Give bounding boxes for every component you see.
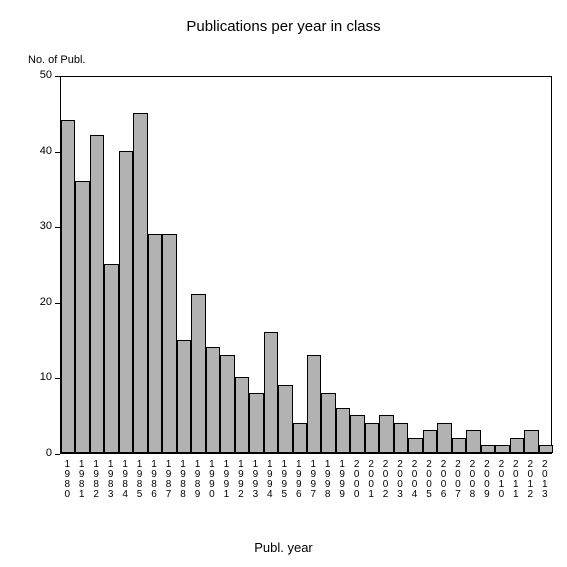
y-tick-label: 10 — [30, 371, 52, 383]
bar — [365, 423, 379, 453]
bar — [119, 151, 133, 453]
y-tick — [55, 227, 60, 228]
x-tick-label: 2007 — [451, 460, 465, 500]
bar — [133, 113, 147, 453]
x-tick-label: 1994 — [263, 460, 277, 500]
bar — [104, 264, 118, 453]
x-tick-label: 1997 — [306, 460, 320, 500]
bar — [466, 430, 480, 453]
y-tick-label: 50 — [30, 69, 52, 81]
x-tick-label: 2005 — [422, 460, 436, 500]
bar — [90, 135, 104, 453]
x-tick-label: 1999 — [335, 460, 349, 500]
chart-container: Publications per year in class No. of Pu… — [0, 0, 567, 567]
y-tick-label: 0 — [30, 447, 52, 459]
bar — [220, 355, 234, 453]
x-tick-label: 1993 — [248, 460, 262, 500]
bar — [177, 340, 191, 453]
x-tick-label: 1987 — [161, 460, 175, 500]
y-tick — [55, 454, 60, 455]
bar — [481, 445, 495, 453]
x-tick-label: 2010 — [494, 460, 508, 500]
bar — [321, 393, 335, 453]
bar — [539, 445, 553, 453]
y-tick-label: 20 — [30, 296, 52, 308]
bar — [293, 423, 307, 453]
bar — [379, 415, 393, 453]
x-tick-label: 1988 — [176, 460, 190, 500]
bar — [336, 408, 350, 453]
bar — [278, 385, 292, 453]
y-tick-label: 40 — [30, 145, 52, 157]
bar — [307, 355, 321, 453]
y-tick — [55, 152, 60, 153]
y-tick — [55, 303, 60, 304]
bar — [162, 234, 176, 453]
y-tick — [55, 76, 60, 77]
x-tick-label: 1983 — [103, 460, 117, 500]
x-tick-label: 1981 — [74, 460, 88, 500]
bar — [423, 430, 437, 453]
plot-area — [60, 76, 552, 454]
y-axis-title: No. of Publ. — [28, 54, 85, 66]
x-tick-label: 2004 — [407, 460, 421, 500]
bar — [264, 332, 278, 453]
x-tick-label: 1990 — [205, 460, 219, 500]
x-tick-label: 1980 — [60, 460, 74, 500]
x-tick-label: 1992 — [234, 460, 248, 500]
bar — [148, 234, 162, 453]
x-tick-label: 2006 — [436, 460, 450, 500]
bar — [249, 393, 263, 453]
bar — [394, 423, 408, 453]
x-tick-label: 1986 — [147, 460, 161, 500]
x-tick-label: 1995 — [277, 460, 291, 500]
x-tick-label: 2009 — [480, 460, 494, 500]
x-tick-label: 2001 — [364, 460, 378, 500]
x-tick-label: 1996 — [292, 460, 306, 500]
x-axis-title: Publ. year — [0, 540, 567, 555]
x-tick-label: 1982 — [89, 460, 103, 500]
bar — [75, 181, 89, 453]
bar — [495, 445, 509, 453]
bar — [437, 423, 451, 453]
x-tick-label: 1985 — [132, 460, 146, 500]
bar — [235, 377, 249, 453]
x-tick-label: 2008 — [465, 460, 479, 500]
bar — [350, 415, 364, 453]
bar — [61, 120, 75, 453]
x-tick-label: 2013 — [538, 460, 552, 500]
y-tick — [55, 378, 60, 379]
x-tick-label: 2011 — [509, 460, 523, 500]
bar — [191, 294, 205, 453]
x-tick-label: 2012 — [523, 460, 537, 500]
x-tick-label: 1989 — [190, 460, 204, 500]
x-tick-label: 2003 — [393, 460, 407, 500]
bar — [524, 430, 538, 453]
bar — [206, 347, 220, 453]
x-tick-label: 2002 — [378, 460, 392, 500]
chart-title: Publications per year in class — [0, 18, 567, 35]
x-tick-label: 1991 — [219, 460, 233, 500]
bar — [452, 438, 466, 453]
bar — [408, 438, 422, 453]
y-tick-label: 30 — [30, 220, 52, 232]
x-tick-label: 1998 — [320, 460, 334, 500]
bar — [510, 438, 524, 453]
x-tick-label: 2000 — [349, 460, 363, 500]
x-tick-label: 1984 — [118, 460, 132, 500]
